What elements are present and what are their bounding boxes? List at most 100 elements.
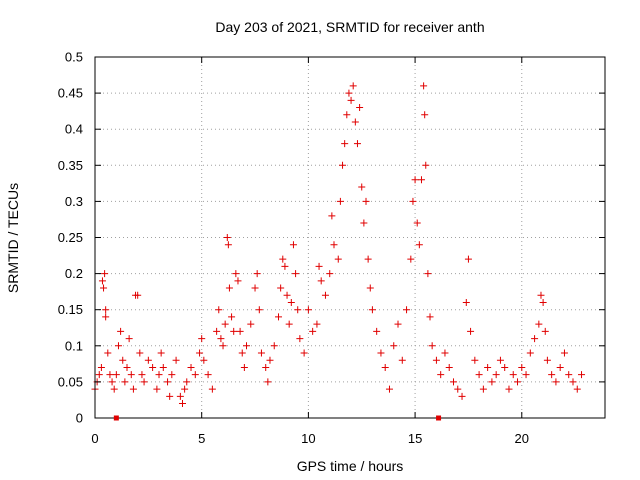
data-point xyxy=(541,327,549,335)
data-point xyxy=(255,306,263,314)
data-point xyxy=(251,284,259,292)
data-point xyxy=(364,255,372,263)
data-point xyxy=(411,176,419,184)
data-point xyxy=(119,356,127,364)
data-point xyxy=(289,241,297,249)
data-point xyxy=(522,371,530,379)
data-point xyxy=(336,197,344,205)
data-point xyxy=(178,400,186,408)
data-point xyxy=(514,378,522,386)
data-point xyxy=(432,356,440,364)
data-point xyxy=(458,392,466,400)
data-point xyxy=(556,363,564,371)
data-point xyxy=(168,371,176,379)
data-point xyxy=(123,363,131,371)
data-point xyxy=(334,255,342,263)
y-tick-label: 0.45 xyxy=(58,86,83,101)
data-point xyxy=(505,385,513,393)
data-point xyxy=(183,378,191,386)
data-point xyxy=(230,327,238,335)
data-point xyxy=(104,349,112,357)
data-point xyxy=(106,371,114,379)
data-point xyxy=(198,335,206,343)
data-point xyxy=(117,327,125,335)
data-point xyxy=(462,298,470,306)
data-point xyxy=(219,342,227,350)
data-point xyxy=(208,385,216,393)
data-point xyxy=(181,385,189,393)
data-point xyxy=(191,371,199,379)
y-tick-label: 0.15 xyxy=(58,302,83,317)
gap-marker xyxy=(113,415,119,421)
data-point xyxy=(358,183,366,191)
data-point xyxy=(223,234,231,241)
data-point xyxy=(317,277,325,285)
data-point xyxy=(356,104,364,112)
data-point xyxy=(488,378,496,386)
data-point xyxy=(347,96,355,104)
data-point xyxy=(215,306,223,314)
data-point xyxy=(349,82,357,90)
data-point xyxy=(114,342,122,350)
data-point xyxy=(509,371,517,379)
data-point xyxy=(247,320,255,328)
x-tick-label: 20 xyxy=(515,431,529,446)
data-point xyxy=(569,378,577,386)
data-point xyxy=(424,270,432,278)
data-point xyxy=(224,241,232,249)
data-point xyxy=(415,241,423,249)
data-point xyxy=(535,320,543,328)
data-point xyxy=(97,363,105,371)
data-point xyxy=(560,349,568,357)
data-point xyxy=(98,277,106,285)
y-tick-label: 0.05 xyxy=(58,374,83,389)
data-point xyxy=(543,356,551,364)
data-point xyxy=(228,313,236,321)
grid xyxy=(95,57,605,418)
data-point xyxy=(110,385,118,393)
data-point xyxy=(134,291,142,299)
data-point xyxy=(394,320,402,328)
data-point xyxy=(204,371,212,379)
data-point xyxy=(166,392,174,400)
data-point xyxy=(390,342,398,350)
data-point xyxy=(136,349,144,357)
data-point xyxy=(420,82,428,90)
data-point xyxy=(377,349,385,357)
data-point xyxy=(238,349,246,357)
data-point xyxy=(253,270,261,278)
data-point xyxy=(341,140,349,148)
x-tick-label: 15 xyxy=(408,431,422,446)
data-point xyxy=(321,291,329,299)
data-point xyxy=(501,363,509,371)
gap-marker xyxy=(436,415,442,421)
data-point xyxy=(373,327,381,335)
data-point xyxy=(236,327,244,335)
data-point xyxy=(531,335,539,343)
x-tick-label: 0 xyxy=(91,431,98,446)
data-point xyxy=(266,356,274,364)
data-point xyxy=(138,371,146,379)
data-point xyxy=(102,306,110,314)
data-point xyxy=(232,270,240,278)
chart-title: Day 203 of 2021, SRMTID for receiver ant… xyxy=(215,19,484,35)
data-point xyxy=(279,255,287,263)
data-point xyxy=(343,111,351,119)
data-point xyxy=(413,219,421,227)
data-point xyxy=(381,363,389,371)
data-point xyxy=(217,335,225,343)
data-point xyxy=(100,284,108,292)
data-point xyxy=(339,161,347,169)
data-point xyxy=(304,306,312,314)
data-point xyxy=(149,363,157,371)
y-tick-label: 0.35 xyxy=(58,158,83,173)
axis-ticks: 0 0.05 0.1 0.15 0.2 0.25 0.3 0.35 0.4 0.45 0.5 0 5 10… xyxy=(58,50,605,446)
data-point xyxy=(539,298,547,306)
data-point xyxy=(366,284,374,292)
data-point xyxy=(275,313,283,321)
data-point xyxy=(262,363,270,371)
data-point xyxy=(172,356,180,364)
data-point xyxy=(454,385,462,393)
data-point xyxy=(300,349,308,357)
